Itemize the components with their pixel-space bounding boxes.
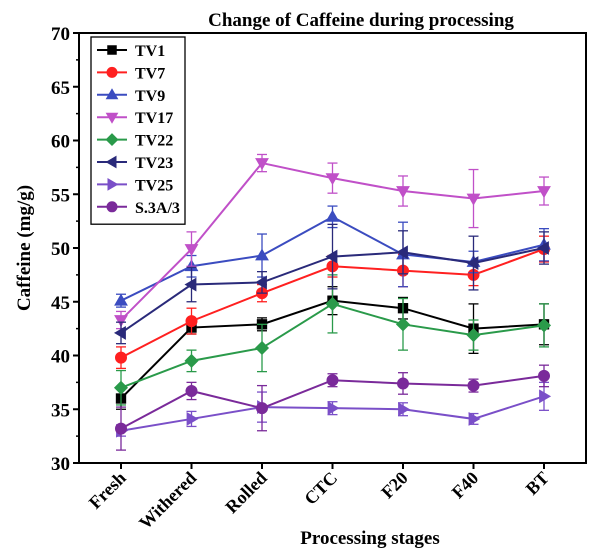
data-point: [325, 249, 338, 264]
data-point: [105, 88, 119, 100]
data-point: [325, 173, 340, 186]
data-point: [395, 317, 411, 332]
data-point: [105, 155, 117, 169]
series-TV23: [113, 223, 549, 345]
y-tick-label: 60: [51, 132, 70, 153]
data-point: [114, 315, 128, 328]
legend-label: TV17: [135, 110, 173, 127]
data-point: [184, 353, 199, 368]
legend-label: TV23: [135, 155, 173, 172]
y-tick-label: 70: [51, 24, 70, 45]
legend-item: TV1: [97, 43, 165, 60]
data-point: [326, 374, 339, 387]
legend-item: TV17: [97, 110, 173, 127]
data-point: [113, 326, 126, 340]
data-point: [325, 209, 340, 222]
series-TV25: [116, 381, 552, 438]
data-point: [106, 66, 118, 78]
data-point: [536, 241, 549, 255]
data-point: [327, 401, 340, 416]
data-point: [466, 193, 481, 206]
y-tick-label: 55: [51, 185, 70, 206]
y-tick-label: 30: [51, 454, 70, 475]
x-tick-label: CTC: [300, 468, 341, 509]
y-tick-label: 65: [51, 78, 70, 99]
data-point: [536, 318, 552, 333]
series-layer: [113, 153, 552, 451]
data-point: [105, 112, 119, 124]
data-point: [105, 133, 119, 147]
legend-item: TV22: [97, 133, 173, 150]
x-tick-label: Fresh: [85, 468, 130, 513]
legend-label: TV1: [135, 43, 165, 60]
y-tick-label: 35: [51, 400, 70, 421]
data-point: [107, 45, 117, 55]
data-point: [538, 369, 550, 382]
data-point: [325, 296, 340, 311]
data-point: [466, 256, 479, 270]
x-tick-label: F20: [377, 468, 412, 503]
data-point: [468, 412, 481, 426]
data-point: [114, 293, 128, 306]
legend-item: TV7: [97, 65, 165, 82]
legend-label: TV7: [135, 65, 165, 82]
legend-item: TV23: [97, 155, 173, 172]
data-point: [106, 201, 118, 213]
data-point: [537, 186, 551, 199]
y-axis-label: Caffeine (mg/g): [14, 185, 35, 311]
legend-item: TV25: [97, 177, 173, 194]
data-point: [255, 248, 269, 261]
legend-label: TV22: [135, 133, 173, 150]
data-point: [254, 275, 267, 290]
legend-item: TV9: [97, 88, 165, 105]
series-S.3A/3: [115, 364, 550, 451]
data-point: [254, 340, 270, 356]
legend-label: S.3A/3: [135, 200, 180, 217]
data-point: [115, 351, 127, 364]
data-point: [184, 277, 197, 292]
x-axis-label: Processing stages: [300, 528, 440, 548]
y-tick-label: 40: [51, 347, 70, 368]
data-point: [115, 422, 127, 435]
data-point: [256, 402, 268, 415]
data-point: [185, 315, 198, 328]
data-point: [395, 245, 408, 260]
data-point: [113, 380, 129, 395]
y-tick-label: 50: [51, 239, 70, 260]
data-point: [467, 379, 480, 392]
data-point: [107, 178, 119, 191]
legend-label: TV9: [135, 88, 165, 105]
data-point: [186, 412, 199, 426]
x-tick-label: Rolled: [221, 468, 271, 518]
chart-title: Change of Caffeine during processing: [208, 10, 514, 31]
legend-item: S.3A/3: [97, 200, 180, 217]
data-point: [255, 158, 269, 171]
legend-box: [90, 36, 186, 225]
x-tick-label: BT: [522, 468, 553, 499]
legend-label: TV25: [135, 177, 173, 194]
legend: TV1 TV7 TV9 TV17 TV22 TV23 TV25 S.3A/3: [90, 36, 186, 225]
x-tick-label: F40: [448, 468, 483, 503]
data-point: [396, 186, 410, 199]
y-tick-label: 45: [51, 293, 70, 314]
data-point: [466, 328, 481, 343]
data-point: [398, 402, 411, 417]
data-point: [184, 244, 199, 257]
x-tick-label: Withered: [135, 468, 200, 533]
data-point: [185, 384, 198, 397]
data-point: [397, 377, 409, 390]
data-point: [539, 389, 552, 404]
series-TV17: [114, 153, 551, 330]
